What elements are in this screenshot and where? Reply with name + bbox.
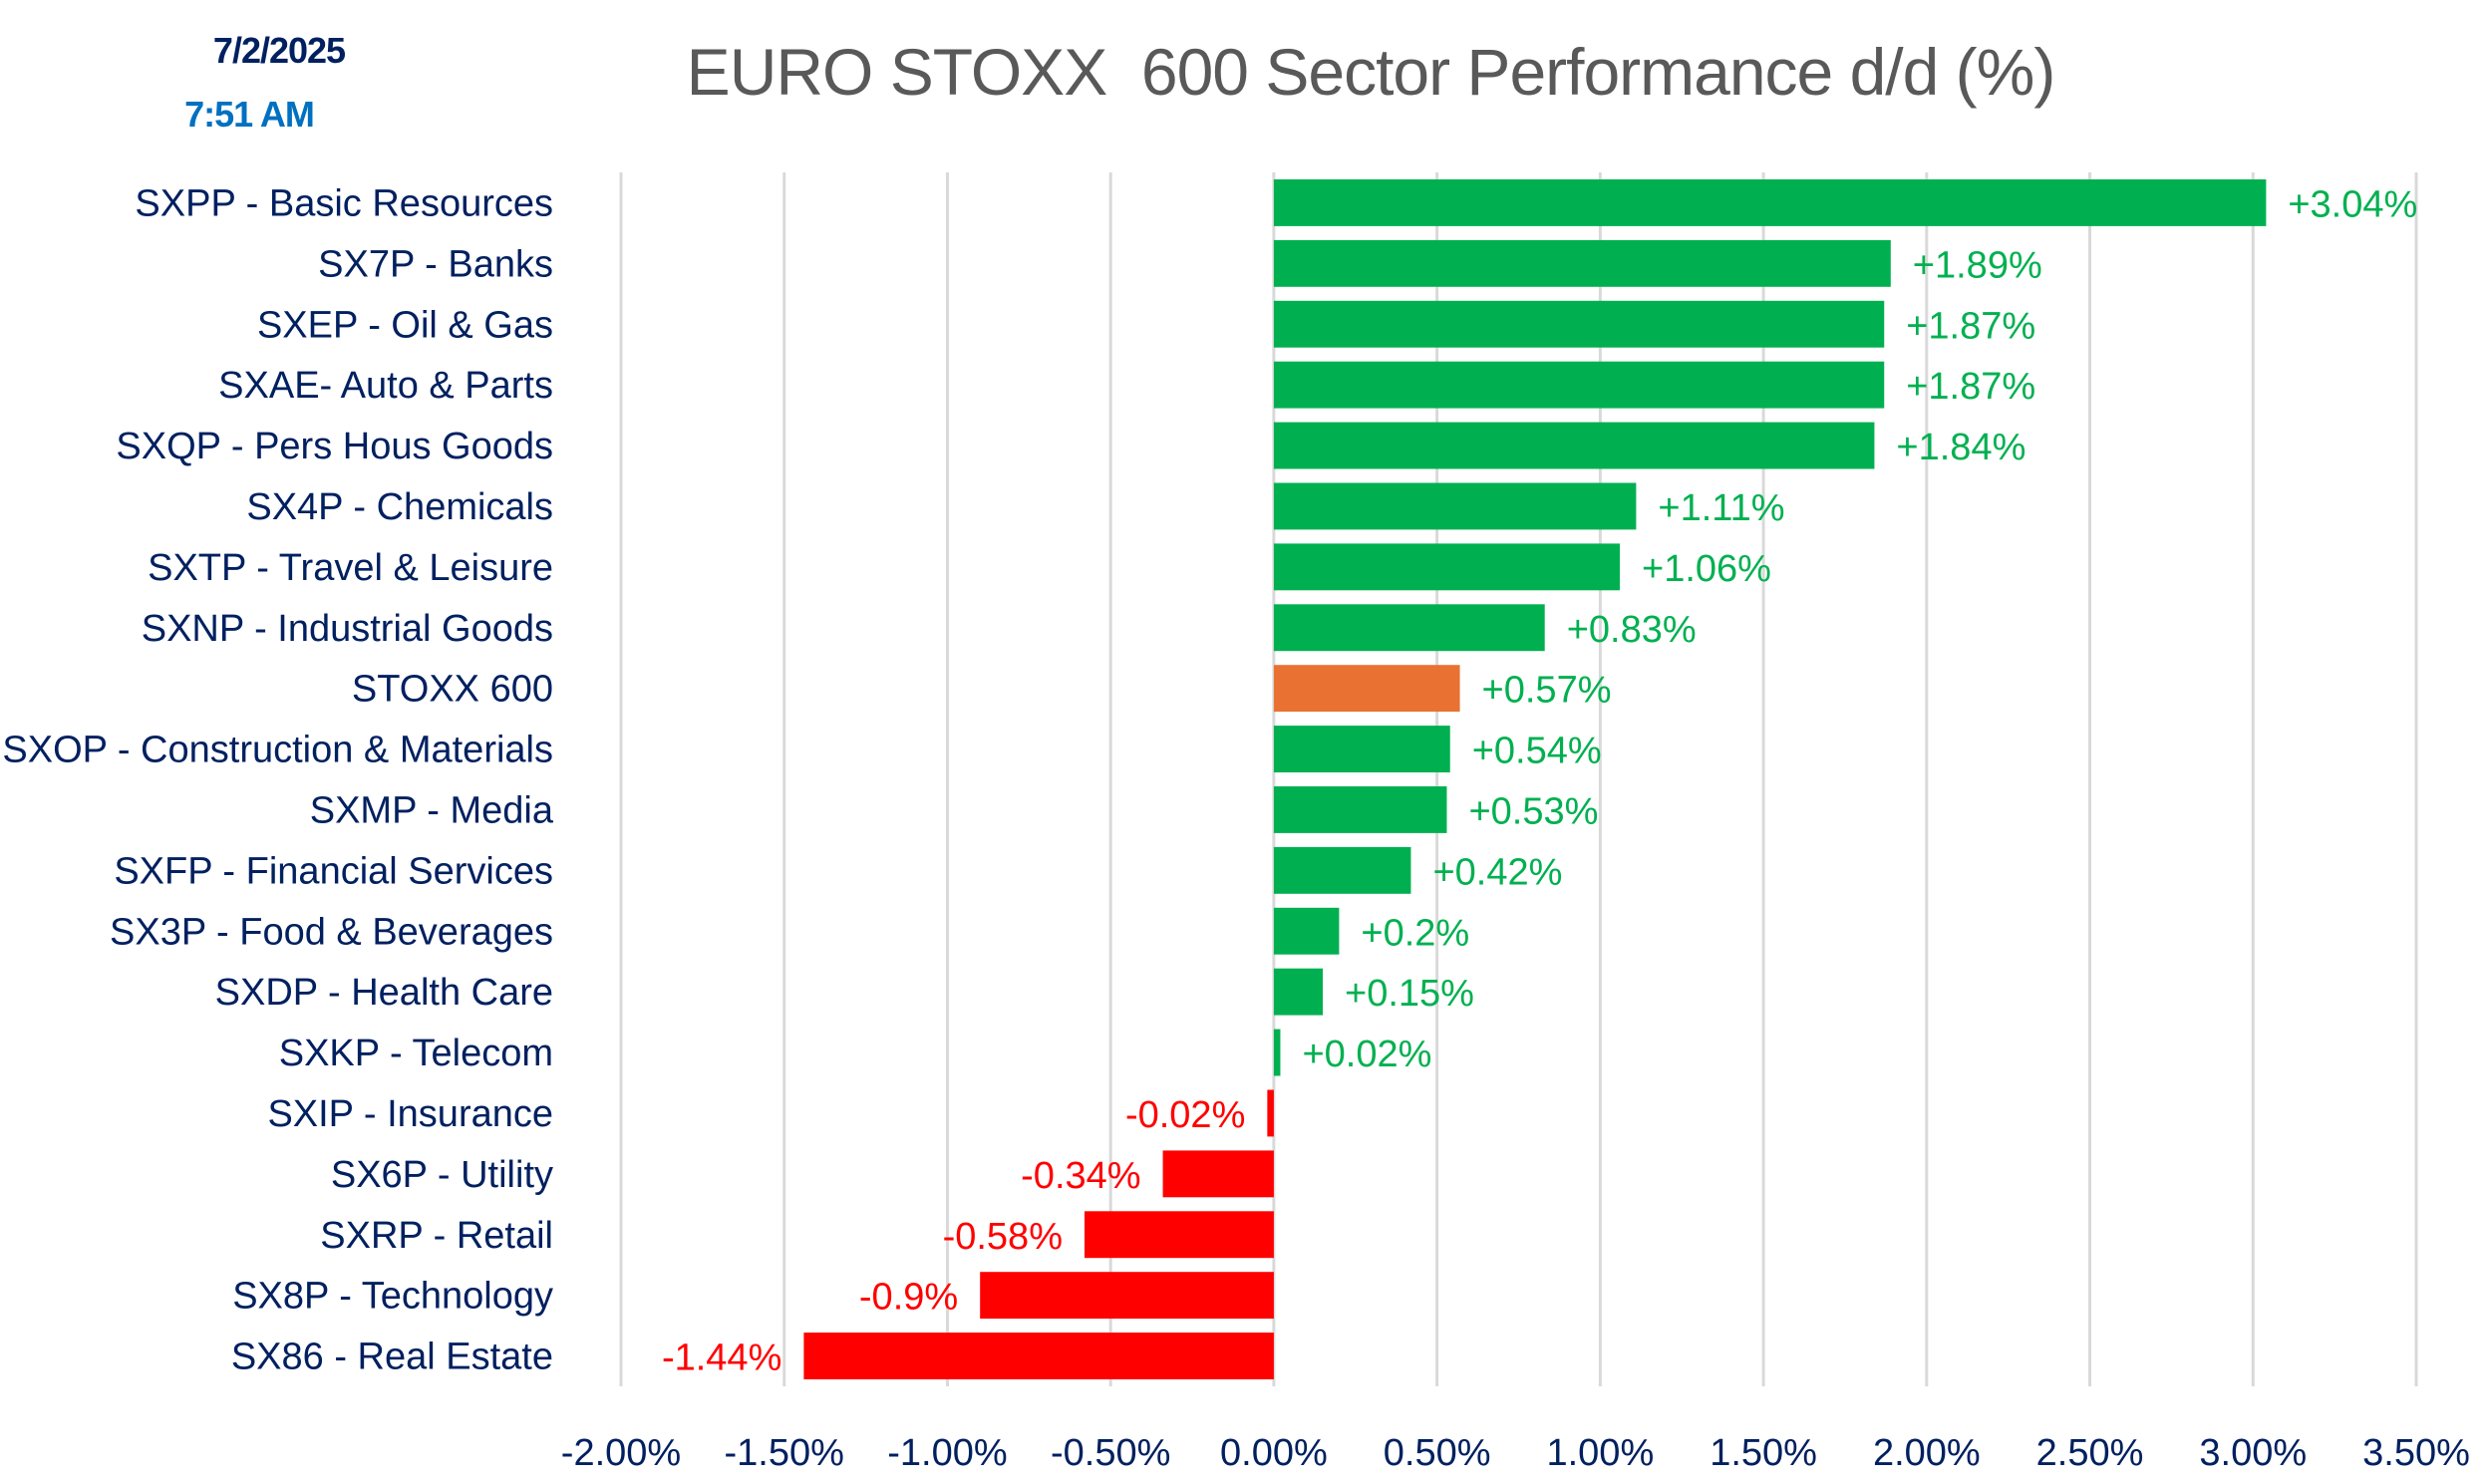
bar	[1273, 179, 2267, 226]
category-label: SXTP - Travel & Leisure	[148, 547, 553, 589]
x-tick-label: 3.50%	[2362, 1432, 2470, 1474]
category-label: SXDP - Health Care	[215, 972, 553, 1014]
category-label: SX6P - Utility	[331, 1154, 553, 1196]
bar	[1273, 239, 1891, 287]
bar	[1273, 482, 1637, 530]
chart-title: EURO STOXX 600 Sector Performance d/d (%…	[686, 35, 2056, 109]
data-label: -0.02%	[1125, 1094, 1245, 1136]
data-label: -0.58%	[943, 1216, 1063, 1258]
category-label: SXRP - Retail	[320, 1215, 553, 1257]
category-label: SXFP - Financial Services	[114, 850, 553, 892]
data-labels: +3.04% +1.89% +1.87% +1.87% +1.84% +1.11% +1.0…	[662, 183, 2417, 1378]
category-labels: SXPP - Basic Resources SX7P - Banks SXEP -…	[2, 182, 553, 1377]
data-label: +0.54%	[1472, 731, 1602, 772]
data-label: +1.89%	[1913, 244, 2042, 286]
x-tick-label: 2.00%	[1873, 1432, 1981, 1474]
bar	[1273, 1029, 1281, 1076]
bar	[1273, 604, 1545, 652]
category-label: SXOP - Construction & Materials	[2, 730, 553, 771]
x-tick-label: 2.50%	[2036, 1432, 2144, 1474]
x-tick-label: 1.50%	[1710, 1432, 1817, 1474]
data-label: +1.06%	[1642, 548, 1771, 590]
x-tick-label: -1.50%	[725, 1432, 844, 1474]
bar	[1273, 726, 1450, 772]
data-label: +0.42%	[1432, 851, 1562, 893]
category-label: SXMP - Media	[310, 789, 554, 831]
bar	[980, 1272, 1274, 1320]
bar	[1273, 786, 1447, 833]
category-label: SX86 - Real Estate	[231, 1336, 553, 1378]
x-axis-tick-labels: -2.00% -1.50% -1.00% -0.50% 0.00% 0.50% 1.00% 1…	[561, 1432, 2470, 1474]
bar	[1267, 1089, 1274, 1137]
data-label: +0.53%	[1468, 790, 1598, 832]
data-label: -0.34%	[1021, 1155, 1140, 1197]
bar	[1273, 361, 1885, 409]
data-label: +0.15%	[1345, 973, 1474, 1015]
data-label: +1.87%	[1906, 305, 2035, 347]
bar	[1273, 422, 1875, 469]
category-label: SXQP - Pers Hous Goods	[116, 426, 553, 467]
data-label: +0.83%	[1567, 609, 1697, 651]
report-time: 7:51 AM	[184, 94, 315, 135]
x-tick-label: 0.50%	[1384, 1432, 1491, 1474]
category-label: SXIP - Insurance	[267, 1093, 553, 1135]
bars	[803, 179, 2267, 1379]
x-tick-label: -2.00%	[561, 1432, 681, 1474]
bar	[1084, 1211, 1274, 1259]
data-label: -0.9%	[859, 1277, 958, 1319]
bar	[1273, 543, 1621, 591]
report-date: 7/2/2025	[212, 30, 346, 71]
x-tick-label: -0.50%	[1051, 1432, 1170, 1474]
category-label: SXNP - Industrial Goods	[142, 608, 553, 650]
x-tick-label: -1.00%	[887, 1432, 1007, 1474]
bar	[1273, 968, 1324, 1016]
category-label: SXAE- Auto & Parts	[218, 365, 553, 407]
category-label: SX7P - Banks	[318, 243, 553, 285]
category-label: SX8P - Technology	[232, 1276, 553, 1318]
data-label: +1.11%	[1658, 487, 1784, 529]
x-tick-label: 3.00%	[2199, 1432, 2307, 1474]
gridlines	[619, 172, 2418, 1386]
bar	[1162, 1150, 1274, 1198]
data-label: +0.2%	[1361, 912, 1469, 954]
category-label: SXEP - Oil & Gas	[257, 304, 553, 346]
category-label: SX4P - Chemicals	[246, 486, 553, 528]
data-label: +1.84%	[1896, 427, 2025, 468]
bar	[1273, 665, 1460, 713]
x-tick-label: 1.00%	[1546, 1432, 1654, 1474]
data-label: -1.44%	[662, 1337, 781, 1379]
category-label: SXPP - Basic Resources	[135, 182, 553, 224]
data-label: +3.04%	[2288, 183, 2417, 225]
bar	[1273, 846, 1411, 894]
bar	[803, 1333, 1274, 1379]
data-label: +1.87%	[1906, 366, 2035, 408]
category-label: SXKP - Telecom	[279, 1033, 553, 1074]
category-label: SX3P - Food & Beverages	[110, 911, 553, 953]
data-label: +0.02%	[1302, 1034, 1431, 1075]
category-label: STOXX 600	[352, 669, 553, 711]
x-tick-label: 0.00%	[1220, 1432, 1328, 1474]
bar	[1273, 300, 1885, 348]
bar	[1273, 907, 1340, 955]
data-label: +0.57%	[1482, 670, 1612, 712]
